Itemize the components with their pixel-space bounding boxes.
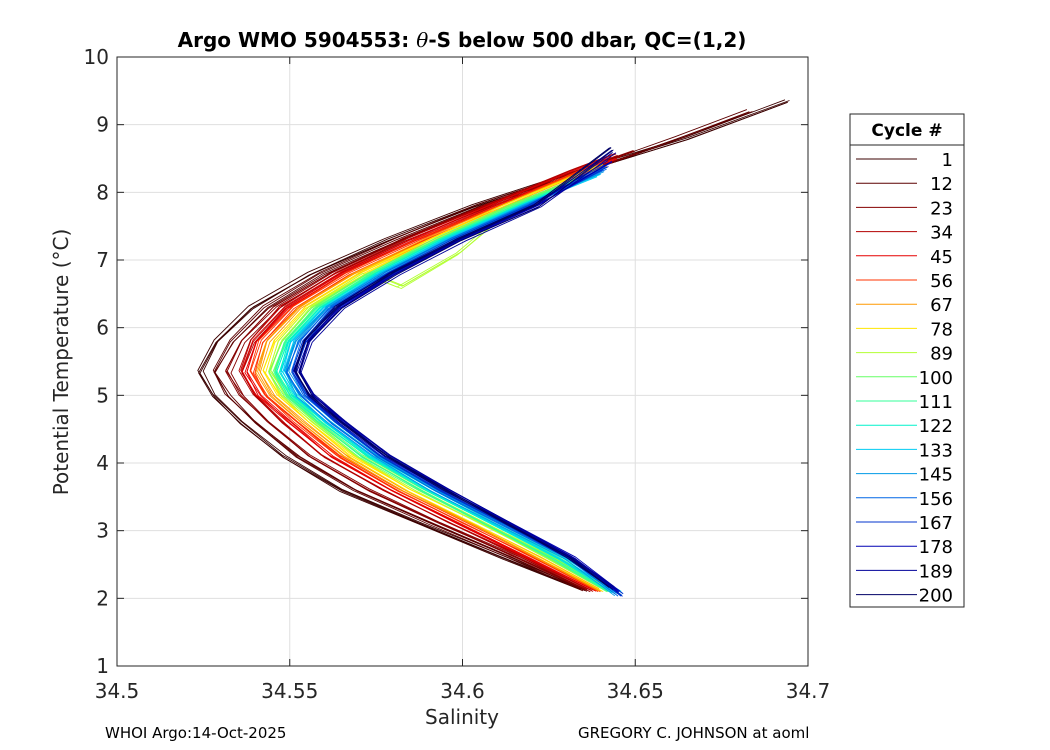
x-tick-label: 34.5 [95,679,140,703]
series-line [274,176,608,593]
legend-item: 178 [856,537,953,558]
legend-box [849,113,965,608]
legend-label: 89 [930,344,953,365]
legend-item: 133 [856,440,953,461]
y-axis-label: Potential Temperature (°C) [49,229,73,496]
series-line [299,149,614,591]
legend-title: Cycle # [871,121,942,141]
legend-item: 200 [856,586,953,607]
legend-items: 1 12 23 34 45 56 67 78 89 100 111 122 133 145 156 167 17… [856,150,953,607]
x-tick-label: 34.7 [786,679,831,703]
legend-item: 156 [856,489,953,510]
legend-item: 45 [856,247,953,268]
series-line [268,205,608,591]
legend-item: 34 [856,223,953,244]
legend-item: 100 [856,368,953,389]
legend-item: 167 [856,513,953,534]
series-line [250,160,608,590]
legend-label: 34 [930,223,953,244]
legend-item: 23 [856,198,953,219]
legend-item: 122 [856,416,953,437]
y-tick-label: 6 [96,316,109,340]
y-tick-label: 5 [96,383,109,407]
series-line [293,146,611,588]
legend-label: 189 [919,561,953,582]
legend: Cycle # 1 12 23 34 45 56 67 78 89 100 111 122 133 145… [849,113,965,608]
legend-item: 1 [856,150,953,171]
legend-label: 100 [919,368,953,389]
series-line [282,175,617,594]
legend-item: 189 [856,561,953,582]
legend-label: 145 [919,465,953,486]
legend-item: 111 [856,392,953,413]
series-34 [238,153,622,592]
series-line [197,99,786,588]
y-tick-label: 4 [96,451,109,475]
legend-label: 67 [930,295,953,316]
series-line [288,171,620,595]
legend-label: 167 [919,513,953,534]
footer-credit-left: WHOI Argo:14-Oct-2025 [105,724,287,742]
legend-item: 145 [856,465,953,486]
legend-item: 89 [856,344,953,365]
footer-credit-right: GREGORY C. JOHNSON at aoml [578,724,810,742]
y-tick-labels: 1 2 3 4 5 6 7 8 9 10 [84,45,109,678]
series-line [252,162,611,592]
y-tick-label: 1 [96,654,109,678]
legend-label: 56 [930,271,953,292]
y-tick-label: 9 [96,113,109,137]
series-line [270,204,611,590]
y-tick-label: 3 [96,519,109,543]
x-tick-label: 34.6 [440,679,485,703]
y-tick-label: 7 [96,248,109,272]
series-line [240,153,615,590]
legend-label: 12 [930,174,953,195]
legend-label: 45 [930,247,953,268]
y-tick-label: 2 [96,586,109,610]
series-group [197,99,790,597]
series-89 [268,204,611,593]
x-tick-label: 34.55 [261,679,318,703]
legend-label: 156 [919,489,953,510]
axis-ticks [116,56,809,667]
legend-label: 78 [930,319,953,340]
legend-label: 111 [919,392,953,413]
y-tick-label: 10 [84,45,109,69]
legend-label: 178 [919,537,953,558]
legend-item: 78 [856,319,953,340]
legend-item: 12 [856,174,953,195]
series-line [246,157,616,591]
legend-item: 67 [856,295,953,316]
y-tick-label: 8 [96,180,109,204]
series-200 [293,146,614,591]
legend-label: 133 [919,440,953,461]
legend-label: 1 [942,150,953,171]
x-tick-label: 34.65 [607,679,664,703]
legend-item: 56 [856,271,953,292]
legend-label: 200 [919,586,953,607]
legend-label: 122 [919,416,953,437]
x-axis-label: Salinity [425,705,499,729]
legend-label: 23 [930,198,953,219]
x-tick-labels: 34.5 34.55 34.6 34.65 34.7 [95,679,831,703]
chart-title: Argo WMO 5904553: θ-S below 500 dbar, QC… [178,28,747,52]
